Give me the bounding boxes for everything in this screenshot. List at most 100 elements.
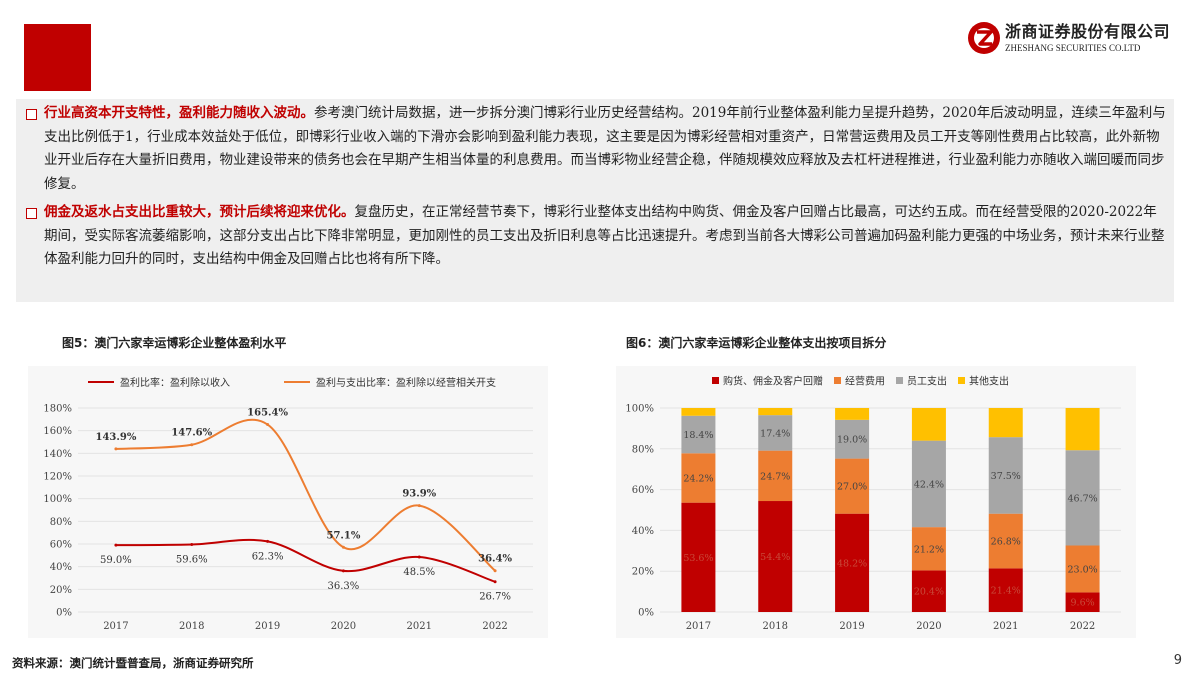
data-label: 53.6% [683,553,713,564]
data-label: 21.2% [914,544,944,555]
bar-segment [911,408,946,441]
data-label: 18.4% [683,430,713,441]
legend-swatch [712,377,719,384]
figure5-title: 图5：澳门六家幸运博彩企业整体盈利水平 [62,336,287,350]
data-label: 59.6% [176,554,208,565]
y-tick-label: 40% [50,562,72,573]
data-label: 143.9% [96,432,137,443]
data-point [266,539,270,543]
paragraph-lead: 行业高资本开支特性，盈利能力随收入波动。 [44,105,314,121]
y-tick-label: 20% [632,567,654,578]
data-label: 62.3% [252,551,284,562]
data-point [417,504,421,508]
x-tick-label: 2019 [839,621,864,632]
bar-segment [681,408,716,416]
data-label: 48.5% [403,567,435,578]
y-tick-label: 120% [43,472,72,483]
data-label: 165.4% [247,408,288,419]
bar-segment [681,502,716,612]
data-label: 57.1% [326,530,360,541]
x-tick-label: 2017 [686,621,711,632]
paragraph-profitability: 行业高资本开支特性，盈利能力随收入波动。参考澳门统计局数据，进一步拆分澳门博彩行… [44,102,1170,196]
data-point [266,423,270,427]
legend-swatch [834,377,841,384]
y-tick-label: 80% [50,517,72,528]
y-tick-label: 80% [632,444,654,455]
bar-segment [911,570,946,612]
data-label: 17.4% [760,428,790,439]
page-number: 9 [1173,653,1182,668]
bullet-square-icon [26,208,37,219]
y-tick-label: 60% [632,485,654,496]
data-label: 59.0% [100,555,132,566]
data-label: 27.0% [837,482,867,493]
data-point [417,555,421,559]
data-label: 37.5% [991,471,1021,482]
y-tick-label: 160% [43,426,72,437]
x-tick-label: 2019 [255,621,280,632]
bar-segment [988,513,1023,569]
data-label: 9.6% [1071,598,1095,609]
bar-segment [1065,408,1100,451]
data-label: 147.6% [171,428,212,439]
legend-swatch [896,377,903,384]
x-tick-label: 2020 [916,621,941,632]
bar-segment [911,440,946,528]
x-tick-label: 2018 [179,621,204,632]
data-label: 42.4% [914,479,944,490]
bar-segment [1065,450,1100,546]
x-tick-label: 2021 [407,621,432,632]
y-tick-label: 140% [43,449,72,460]
bar-segment [988,408,1023,438]
paragraph-expense-structure: 佣金及返水占支出比重较大，预计后续将迎来优化。复盘历史，在正常经营节奏下，博彩行… [44,201,1170,272]
x-tick-label: 2022 [482,621,507,632]
bar-segment [835,419,870,459]
legend-label: 员工支出 [907,375,947,388]
source-note: 资料来源：澳门统计暨普查局，浙商证券研究所 [12,656,254,670]
data-label: 54.4% [760,552,790,563]
data-point [114,543,118,547]
bullet-square-icon [26,109,37,120]
data-label: 36.4% [478,554,512,565]
legend-label: 购货、佣金及客户回赠 [723,375,823,388]
paragraph-body: 参考澳门统计局数据，进一步拆分澳门博彩行业历史经营结构。2019年前行业整体盈利… [44,105,1166,192]
data-label: 24.2% [683,473,713,484]
data-label: 36.3% [328,581,360,592]
corner-accent-block [24,24,91,91]
x-tick-label: 2020 [331,621,356,632]
data-label: 21.4% [991,586,1021,597]
data-point [341,545,345,549]
x-tick-label: 2017 [103,621,128,632]
data-label: 26.7% [479,592,511,603]
bar-segment [681,453,716,503]
x-tick-label: 2022 [1070,621,1095,632]
bar-segment [1065,592,1100,612]
bar-segment [911,527,946,571]
data-label: 23.0% [1067,564,1097,575]
y-tick-label: 100% [625,404,654,415]
legend-label: 盈利比率：盈利除以收入 [120,376,230,389]
bar-segment [988,437,1023,514]
paragraph-lead: 佣金及返水占支出比重较大，预计后续将迎来优化。 [44,204,355,220]
bar-segment [758,450,793,502]
data-point [341,569,345,573]
company-logo: 浙商证券股份有限公司 ZHESHANG SECURITIES CO.LTD [967,18,1170,58]
bar-segment [1065,545,1100,593]
data-point [190,542,194,546]
zheshang-logo-icon [967,22,1000,54]
expense-breakdown-stacked-bar-chart: 0% 20% 40% 60% 80% 100% 购货、佣金及客户回赠 经营费用 员工支出 其他支出… [616,366,1136,638]
data-label: 46.7% [1067,493,1097,504]
y-tick-label: 180% [43,404,72,415]
legend-label: 经营费用 [845,375,885,388]
data-label: 19.0% [837,435,867,446]
profitability-line-chart: 0% 20% 40% 60% 80% 100% 120% 140% 160% 180% 2017 20… [28,366,548,638]
y-tick-label: 20% [50,585,72,596]
bar-segment [835,513,870,612]
bar-segment [758,501,793,612]
data-point [493,569,497,573]
bar-segment [681,415,716,454]
data-label: 93.9% [402,489,436,500]
company-name-cn: 浙商证券股份有限公司 [1004,21,1170,41]
bar-segment [835,408,870,420]
chart-background [28,366,548,638]
